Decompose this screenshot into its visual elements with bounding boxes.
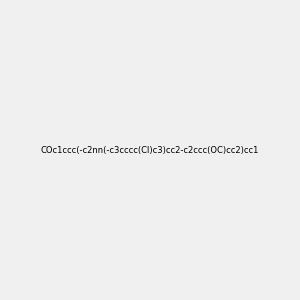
Text: COc1ccc(-c2nn(-c3cccc(Cl)c3)cc2-c2ccc(OC)cc2)cc1: COc1ccc(-c2nn(-c3cccc(Cl)c3)cc2-c2ccc(OC… [41, 146, 259, 154]
